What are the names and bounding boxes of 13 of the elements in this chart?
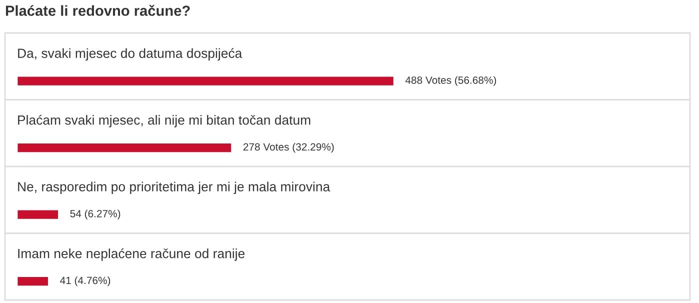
data-label: 488 Votes (56.68%): [405, 76, 496, 86]
bar: [17, 276, 50, 288]
y-tick-label: Ne, rasporedim po prioritetima jer mi je mala mirovina: [18, 182, 330, 194]
data-label: 54 (6.27%): [70, 210, 120, 220]
y-tick-label: Imam neke neplaćene račune od ranije: [18, 248, 245, 261]
bar: [17, 208, 60, 220]
data-label: 278 Votes (32.29%): [243, 142, 334, 153]
bar: [17, 75, 395, 87]
y-tick-label: Da, svaki mjesec do datuma dospijeća: [18, 48, 242, 61]
chart-title: Plaćate li redovno račune?: [6, 4, 190, 16]
data-label: 41 (4.76%): [60, 276, 110, 286]
y-tick-label: Plaćam svaki mjesec, ali nije mi bitan točan datum: [18, 114, 310, 128]
bar: [17, 142, 232, 154]
